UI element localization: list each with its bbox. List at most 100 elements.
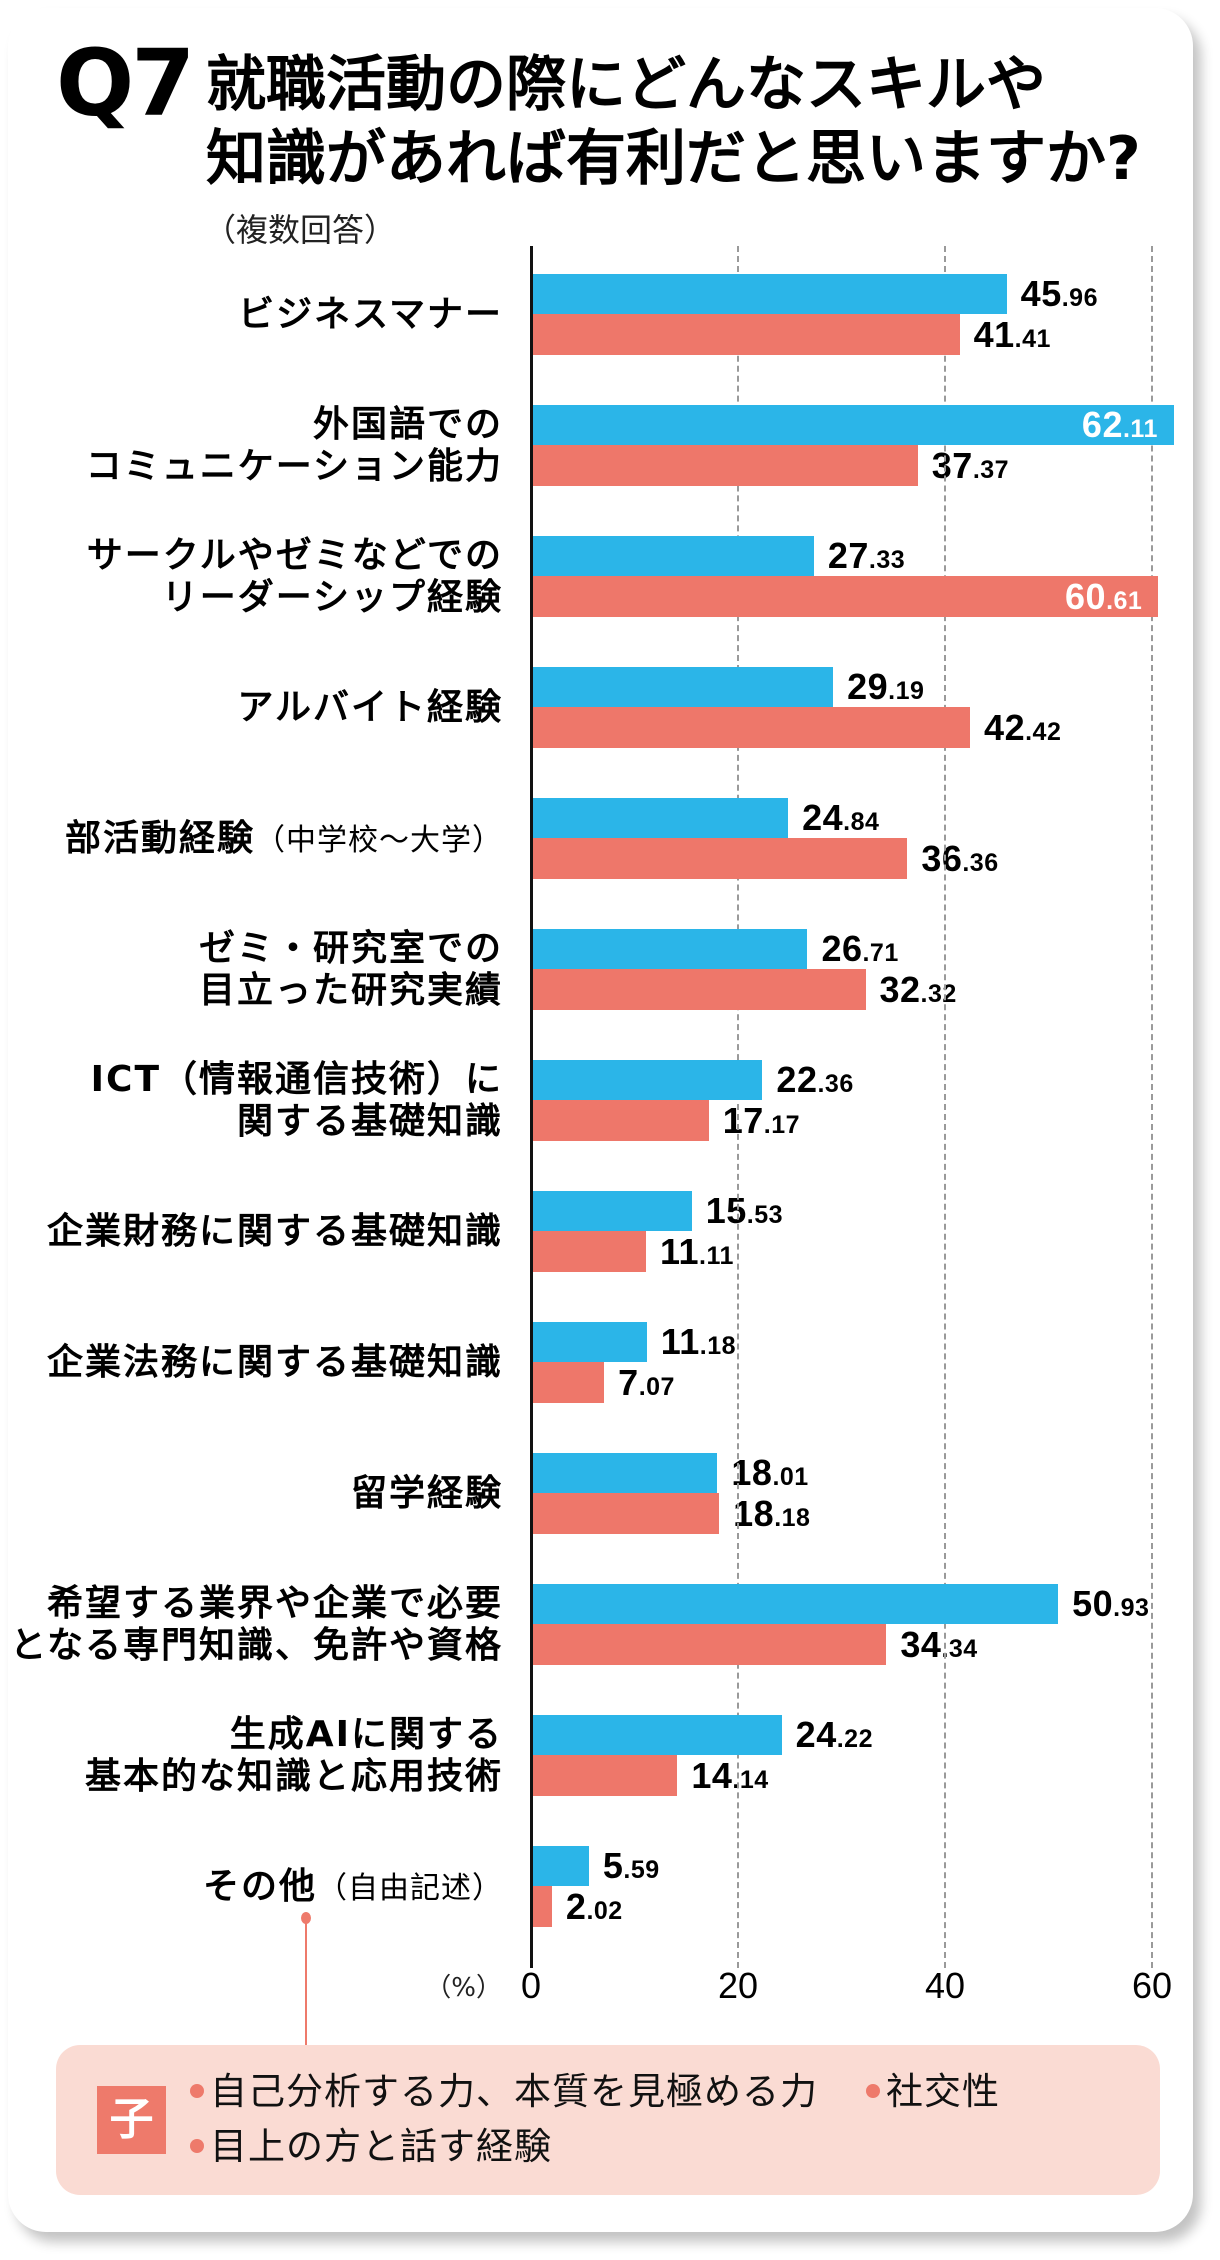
value-label-series-1-category-3: 27.33	[828, 536, 905, 576]
value-decimal-part: .33	[868, 546, 906, 574]
value-label-series-2-category-1: 41.41	[974, 314, 1051, 355]
category-label-text: サークルやゼミなどでの リーダーシップ経験	[86, 534, 503, 618]
value-label-series-2-category-5: 36.36	[921, 838, 998, 879]
bullet-icon	[190, 2138, 204, 2153]
value-label-series-2-category-11: 34.34	[900, 1624, 977, 1665]
value-decimal-part: .84	[843, 808, 880, 836]
bar-series-1-category-10	[531, 1453, 718, 1493]
bar-series-1-category-3	[531, 536, 814, 576]
value-decimal-part: .07	[638, 1373, 675, 1401]
value-label-series-1-category-5: 24.84	[802, 798, 879, 838]
callout-item: 社交性	[866, 2064, 1000, 2120]
category-label-text: ビジネスマナー	[238, 293, 503, 335]
bar-series-2-category-12	[531, 1755, 678, 1796]
category-label-text: ゼミ・研究室での 目立った研究実績	[198, 927, 503, 1011]
category-label: 留学経験	[10, 1473, 503, 1515]
x-tick-label-40: 40	[924, 1965, 966, 2006]
category-label: アルバイト経験	[10, 687, 503, 729]
value-decimal-part: .36	[962, 849, 999, 877]
value-decimal-part: .53	[746, 1201, 784, 1229]
value-integer-part: 42	[984, 707, 1026, 748]
value-label-series-1-category-9: 11.18	[661, 1322, 736, 1362]
callout-item: 目上の方と話す経験	[190, 2119, 552, 2175]
gridline-60	[1151, 246, 1153, 1968]
value-decimal-part: .18	[774, 1504, 811, 1532]
value-label-series-1-category-1: 45.96	[1021, 274, 1098, 314]
category-label-text: 企業法務に関する基礎知識	[46, 1341, 503, 1383]
value-label-series-2-category-10: 18.18	[733, 1493, 810, 1534]
value-decimal-part: .37	[972, 456, 1010, 484]
category-label-note: （自由記述）	[317, 1870, 503, 1906]
bar-series-1-category-2	[531, 405, 1174, 445]
category-label-text: 外国語での コミュニケーション能力	[85, 403, 503, 487]
gridline-40	[944, 246, 946, 1968]
category-label: ビジネスマナー	[10, 294, 503, 336]
category-label-text: ICT（情報通信技術）に 関する基礎知識	[90, 1058, 503, 1142]
value-label-series-2-category-12: 14.14	[691, 1755, 768, 1796]
value-label-series-2-category-9: 7.07	[618, 1362, 675, 1403]
value-label-series-2-category-8: 11.11	[660, 1231, 734, 1272]
value-integer-part: 24	[802, 797, 844, 838]
value-decimal-part: .36	[817, 1070, 854, 1098]
x-tick-label-0: 0	[520, 1965, 542, 2006]
bar-series-1-category-5	[531, 798, 789, 838]
category-label: 企業財務に関する基礎知識	[10, 1211, 503, 1253]
value-integer-part: 11	[659, 1231, 700, 1272]
value-decimal-part: .18	[699, 1332, 737, 1360]
value-decimal-part: .11	[1122, 415, 1158, 443]
value-label-series-1-category-12: 24.22	[796, 1715, 873, 1755]
value-label-series-2-category-6: 32.32	[880, 969, 957, 1010]
chart-title: 就職活動の際にどんなスキルや 知識があれば有利だと思いますか?	[206, 50, 1141, 194]
value-integer-part: 29	[847, 666, 889, 707]
category-label-text: 生成AIに関する 基本的な知識と応用技術	[84, 1713, 503, 1797]
value-decimal-part: .41	[1014, 325, 1051, 353]
category-label: その他（自由記述）	[10, 1866, 503, 1910]
category-label-text: 留学経験	[350, 1472, 503, 1514]
value-integer-part: 45	[1020, 273, 1062, 314]
bar-series-1-category-12	[531, 1715, 782, 1755]
callout-item-text: 目上の方と話す経験	[210, 2125, 552, 2168]
bar-series-1-category-4	[531, 667, 834, 707]
value-integer-part: 50	[1072, 1583, 1114, 1624]
value-integer-part: 7	[618, 1362, 639, 1403]
callout-box	[56, 2045, 1160, 2195]
category-label: 部活動経験（中学校〜大学）	[10, 818, 503, 862]
value-integer-part: 5	[602, 1845, 624, 1886]
value-decimal-part: .01	[772, 1463, 809, 1491]
value-label-series-1-category-11: 50.93	[1072, 1584, 1149, 1624]
bar-series-1-category-11	[531, 1584, 1059, 1624]
value-decimal-part: .34	[941, 1635, 978, 1663]
value-decimal-part: .59	[623, 1856, 660, 1884]
value-decimal-part: .32	[920, 980, 957, 1008]
value-decimal-part: .71	[862, 939, 899, 967]
x-tick-label-20: 20	[717, 1965, 759, 2006]
bar-series-2-category-13	[531, 1886, 552, 1927]
category-label-text: 部活動経験	[64, 817, 255, 859]
value-integer-part: 27	[827, 535, 869, 576]
value-label-series-1-category-13: 5.59	[603, 1846, 660, 1886]
question-number: Q7	[56, 30, 195, 137]
value-label-series-1-category-2: 62.11	[1082, 405, 1158, 445]
x-tick-label-60: 60	[1131, 1965, 1173, 2006]
value-integer-part: 18	[733, 1493, 775, 1534]
gridline-20	[737, 246, 739, 1968]
category-label: 生成AIに関する 基本的な知識と応用技術	[10, 1714, 503, 1798]
value-label-series-1-category-10: 18.01	[731, 1453, 808, 1493]
category-label: ゼミ・研究室での 目立った研究実績	[10, 928, 503, 1012]
value-integer-part: 34	[900, 1624, 942, 1665]
bar-series-2-category-2	[531, 445, 918, 486]
y-axis-line	[530, 246, 533, 1968]
value-integer-part: 14	[691, 1755, 733, 1796]
bar-series-1-category-6	[531, 929, 808, 969]
value-label-series-1-category-4: 29.19	[847, 667, 924, 707]
value-label-series-1-category-7: 22.36	[776, 1060, 853, 1100]
value-decimal-part: .96	[1061, 284, 1098, 312]
category-label: サークルやゼミなどでの リーダーシップ経験	[10, 535, 503, 619]
callout-item-text: 自己分析する力、本質を見極める力	[210, 2070, 818, 2113]
value-label-series-2-category-2: 37.37	[932, 445, 1009, 486]
value-decimal-part: .61	[1106, 587, 1143, 615]
bar-series-2-category-1	[531, 314, 960, 355]
chart-subtitle: （複数回答）	[204, 211, 397, 249]
